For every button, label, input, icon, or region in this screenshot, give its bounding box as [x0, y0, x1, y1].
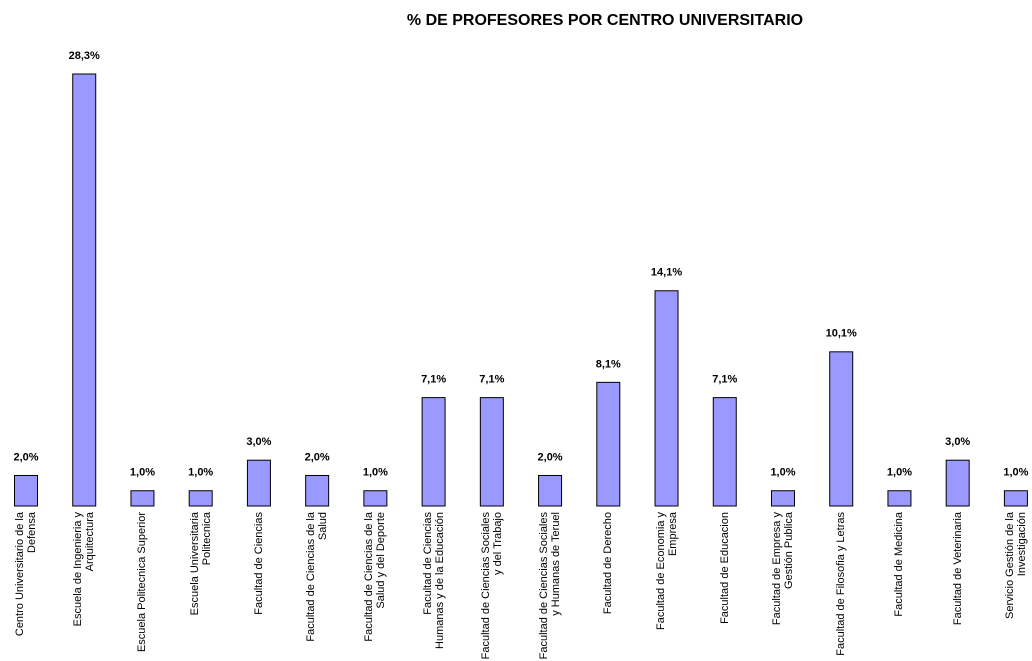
bar [246, 459, 271, 507]
bar [596, 381, 621, 507]
value-label: 1,0% [887, 467, 912, 479]
value-label: 8,1% [596, 358, 621, 370]
x-tick-label: Centro Universitario de la Defensa [14, 512, 38, 637]
bar [363, 490, 388, 507]
value-label: 3,0% [945, 436, 970, 448]
bar [654, 290, 679, 507]
x-tick-label: Facultad de Ciencias Sociales y Humanas … [538, 512, 563, 660]
x-tick-label: Escuela Universitaria Politecnica [188, 512, 213, 616]
bar [538, 474, 563, 507]
x-tick-label: Facultad de Filosofia y Letras [835, 512, 848, 656]
bar [1003, 490, 1028, 507]
x-tick-label: Facultad de Ciencias Humanas y de la Edu… [421, 512, 446, 649]
x-tick-label: Facultad de Empresa y Gestión Publica [770, 512, 795, 626]
x-tick-label: Facultad de Ciencias de la Salud [305, 512, 330, 642]
value-label: 7,1% [479, 374, 504, 386]
bar [770, 490, 795, 507]
value-label: 1,0% [363, 467, 388, 479]
bar [712, 397, 737, 507]
x-tick-label: Facultad de Medicina [893, 512, 906, 617]
x-tick-label: Facultad de Veterinaria [951, 512, 964, 626]
x-tick-label: Facultad de Economia y Empresa [654, 512, 679, 631]
chart-title: % DE PROFESORES POR CENTRO UNIVERSITARIO [407, 12, 803, 29]
value-label: 7,1% [421, 374, 446, 386]
value-label: 10,1% [826, 328, 857, 340]
x-tick-label: Escuela Politecnica Superior [136, 512, 149, 653]
value-label: 2,0% [538, 451, 563, 463]
x-tick-label: Servicio Gestión de la Investigación [1003, 512, 1028, 619]
bar [188, 490, 213, 507]
x-tick-label: Facultad de Derecho [602, 512, 615, 615]
bar [305, 474, 330, 507]
value-label: 1,0% [770, 467, 795, 479]
x-tick-label: Escuela de Ingenieria y Arquitectura [72, 512, 97, 627]
value-label: 3,0% [246, 436, 271, 448]
value-label: 1,0% [1003, 467, 1028, 479]
bar [130, 490, 155, 507]
x-tick-label: Facultad de Ciencias [252, 512, 265, 615]
value-label: 1,0% [130, 467, 155, 479]
x-tick-label: Facultad de Ciencias de la Salud y del D… [363, 512, 388, 642]
value-label: 28,3% [69, 50, 100, 62]
bar [421, 397, 446, 507]
value-label: 14,1% [651, 267, 682, 279]
bar [887, 490, 912, 507]
bar [945, 459, 970, 507]
value-label: 7,1% [712, 374, 737, 386]
x-tick-label: Facultad de Educacion [718, 512, 731, 624]
value-label: 2,0% [13, 451, 38, 463]
bar [829, 351, 854, 507]
bar [14, 474, 38, 507]
value-label: 1,0% [188, 467, 213, 479]
x-tick-label: Facultad de Ciencias Sociales y del Trab… [479, 512, 504, 660]
bar [479, 397, 504, 507]
bar [72, 73, 97, 507]
value-label: 2,0% [305, 451, 330, 463]
